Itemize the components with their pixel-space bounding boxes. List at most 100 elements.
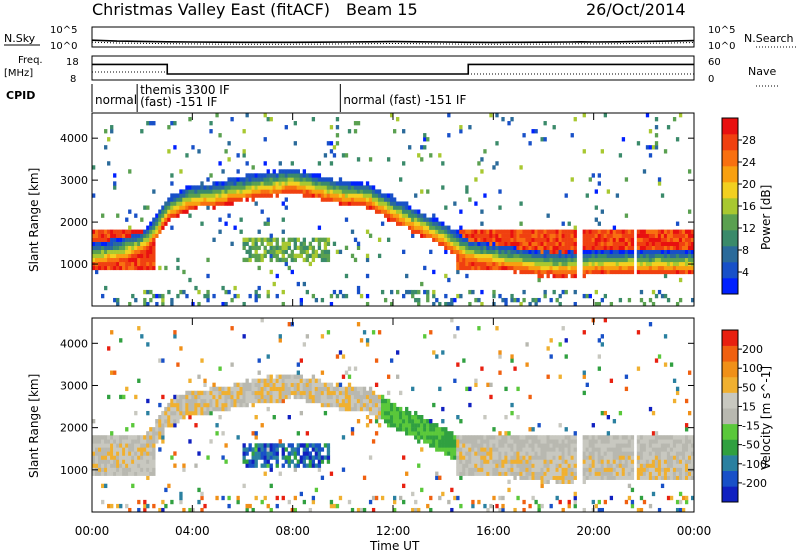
data-cell <box>242 189 246 194</box>
data-cell <box>149 467 153 472</box>
data-cell <box>474 378 478 383</box>
data-cell <box>510 354 514 359</box>
data-cell <box>441 447 445 452</box>
data-cell <box>432 402 436 408</box>
data-cell <box>624 177 629 182</box>
data-cell <box>513 233 517 238</box>
data-cell <box>534 435 538 440</box>
data-cell <box>146 439 150 444</box>
data-cell <box>152 443 156 448</box>
data-cell <box>164 265 168 271</box>
data-cell <box>275 451 279 456</box>
data-cell <box>444 447 448 452</box>
data-cell <box>131 245 135 251</box>
data-cell <box>377 209 382 214</box>
data-cell <box>549 475 553 480</box>
data-cell <box>155 439 159 444</box>
data-cell <box>588 261 592 267</box>
data-cell <box>612 447 617 452</box>
data-cell <box>621 475 626 480</box>
data-cell <box>269 451 273 456</box>
data-cell <box>239 382 243 388</box>
data-cell <box>450 451 454 456</box>
data-cell <box>305 334 310 339</box>
data-cell <box>236 435 240 440</box>
data-cell <box>492 463 496 468</box>
data-cell <box>308 173 313 178</box>
data-cell <box>227 289 231 295</box>
data-cell <box>212 201 216 206</box>
data-cell <box>519 447 523 452</box>
data-cell <box>630 447 635 452</box>
data-cell <box>338 289 343 295</box>
data-cell <box>200 394 204 400</box>
data-cell <box>107 463 111 468</box>
data-cell <box>639 451 644 456</box>
data-cell <box>612 455 617 460</box>
data-cell <box>588 463 592 468</box>
data-cell <box>134 467 138 472</box>
data-cell <box>489 443 493 448</box>
data-cell <box>104 463 108 468</box>
data-cell <box>594 189 598 194</box>
data-cell <box>290 269 294 275</box>
data-cell <box>164 406 168 412</box>
data-cell <box>564 459 568 464</box>
data-cell <box>290 386 294 392</box>
data-cell <box>459 249 463 255</box>
data-cell <box>393 406 397 412</box>
data-cell <box>681 233 686 238</box>
data-cell <box>687 249 692 255</box>
data-cell <box>420 281 424 287</box>
data-cell <box>302 382 307 388</box>
data-cell <box>113 181 117 186</box>
data-cell <box>420 213 424 218</box>
data-cell <box>152 245 156 251</box>
data-cell <box>227 402 231 408</box>
data-cell <box>483 455 487 460</box>
data-cell <box>435 447 439 452</box>
data-cell <box>341 398 346 404</box>
data-cell <box>534 269 538 275</box>
data-cell <box>110 229 114 234</box>
data-cell <box>519 201 523 206</box>
data-cell <box>399 410 403 416</box>
data-cell <box>101 435 105 440</box>
data-cell <box>308 463 313 468</box>
data-cell <box>197 374 201 379</box>
data-cell <box>420 229 424 234</box>
x-tick-label: 00:00 <box>677 524 712 538</box>
data-cell <box>176 197 180 202</box>
data-cell <box>681 269 686 275</box>
data-cell <box>624 471 629 476</box>
data-cell <box>215 185 219 190</box>
data-cell <box>609 237 614 242</box>
data-cell <box>513 475 517 480</box>
data-cell <box>690 241 695 246</box>
data-cell <box>131 253 135 259</box>
data-cell <box>365 185 370 190</box>
data-cell <box>492 241 496 246</box>
data-cell <box>423 133 427 138</box>
data-cell <box>113 443 117 448</box>
data-cell <box>474 177 478 182</box>
data-cell <box>672 447 677 452</box>
data-cell <box>236 193 240 198</box>
data-cell <box>155 431 159 436</box>
data-cell <box>200 410 204 416</box>
data-cell <box>284 374 288 379</box>
data-cell <box>648 459 653 464</box>
data-cell <box>386 374 391 379</box>
data-cell <box>672 451 677 456</box>
data-cell <box>492 257 496 263</box>
data-cell <box>597 507 601 513</box>
data-cell <box>519 269 523 275</box>
data-cell <box>540 503 544 509</box>
data-cell <box>552 233 556 238</box>
data-cell <box>405 209 409 214</box>
data-cell <box>311 394 316 400</box>
data-cell <box>326 241 331 246</box>
data-cell <box>122 463 126 468</box>
data-cell <box>311 117 316 122</box>
data-cell <box>663 459 668 464</box>
